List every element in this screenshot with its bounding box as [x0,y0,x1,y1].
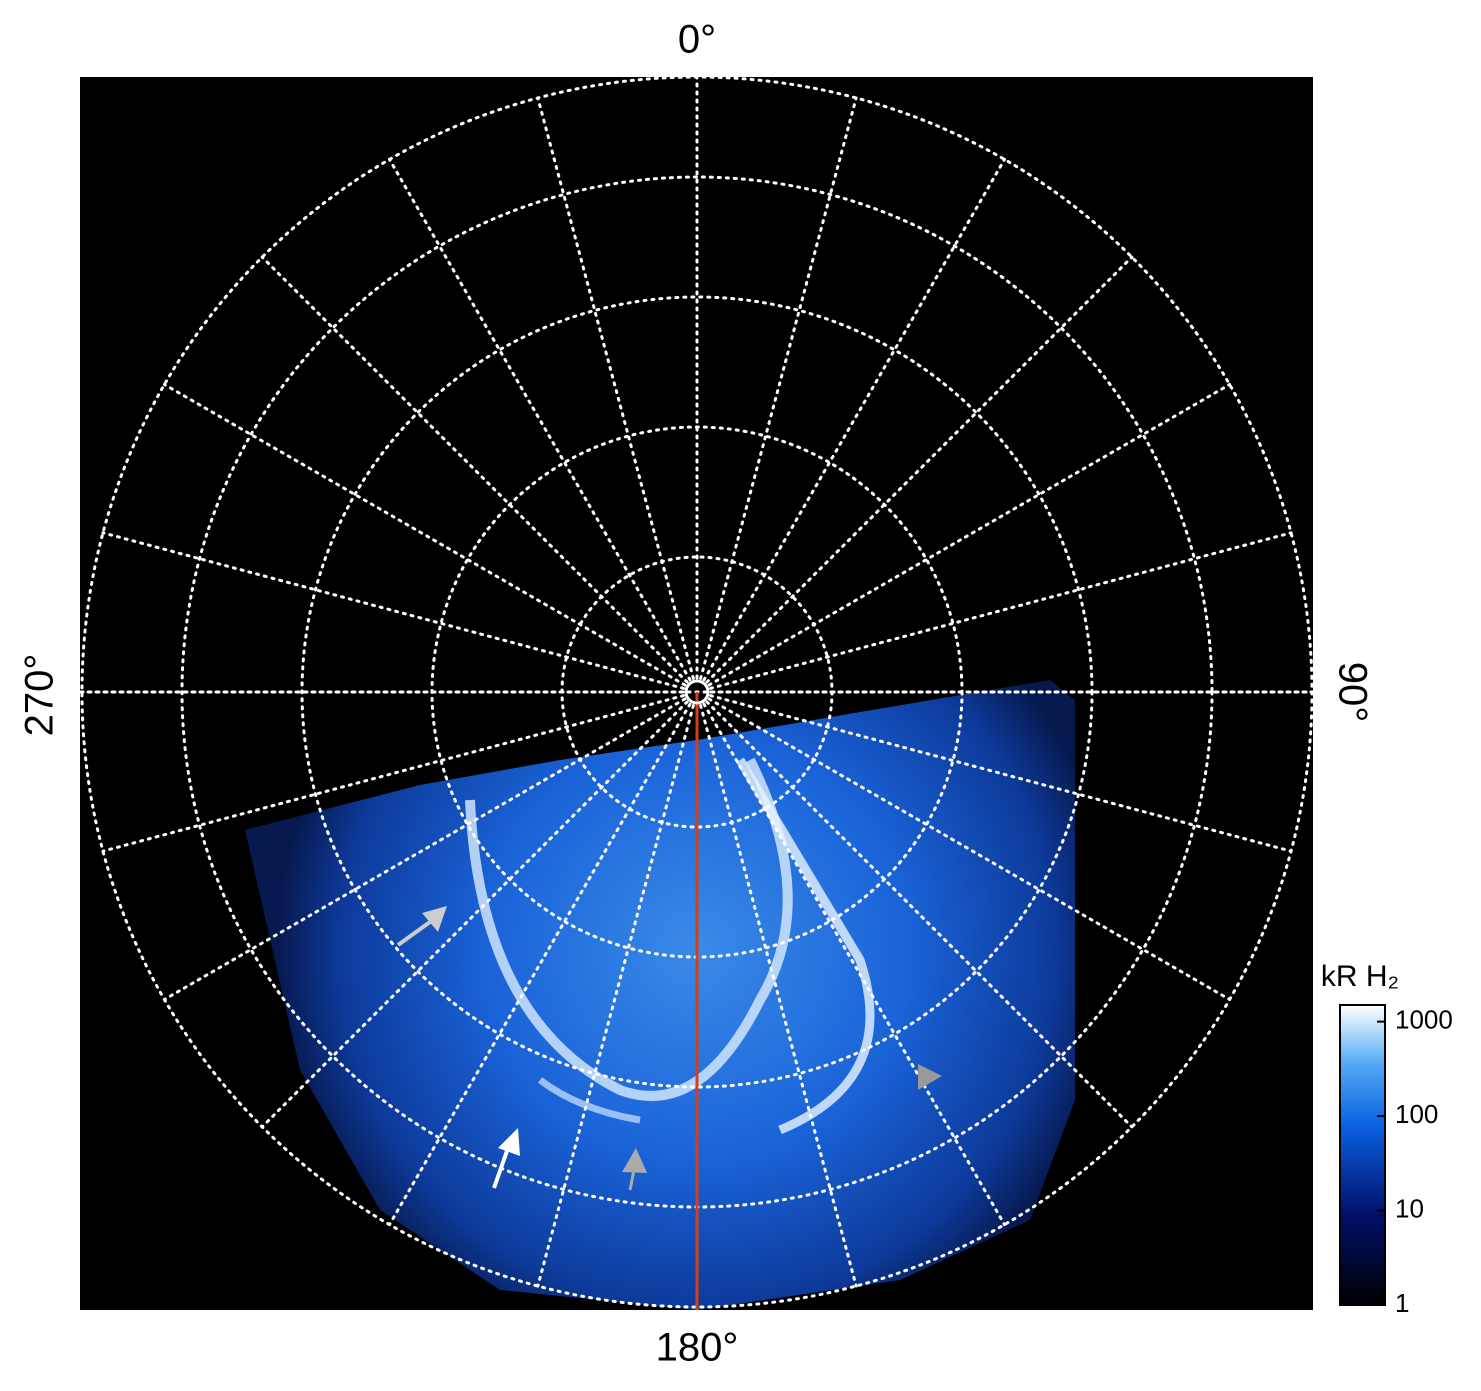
angle-label: 0° [678,18,716,62]
colorbar-tick-label: 100 [1395,1099,1438,1129]
angle-label: 270° [18,654,62,737]
pole-marker [684,679,710,705]
emission [245,680,1075,1310]
colorbar [1339,1004,1386,1306]
colorbar-tick-label: 10 [1395,1193,1424,1223]
grid-ring [300,295,1094,1089]
oval [537,1077,641,1124]
colorbar-tick-label: 1000 [1395,1005,1453,1035]
colorbar-tick-label: 1 [1395,1288,1409,1318]
angle-label: 180° [656,1326,739,1370]
angle-label: 90° [1330,662,1374,723]
oval [736,757,875,1135]
colorbar-title: kR H₂ [1321,960,1399,993]
colorbar-ticks: 1 10 100 1000 [1377,1005,1453,1318]
arrows [396,906,942,1191]
